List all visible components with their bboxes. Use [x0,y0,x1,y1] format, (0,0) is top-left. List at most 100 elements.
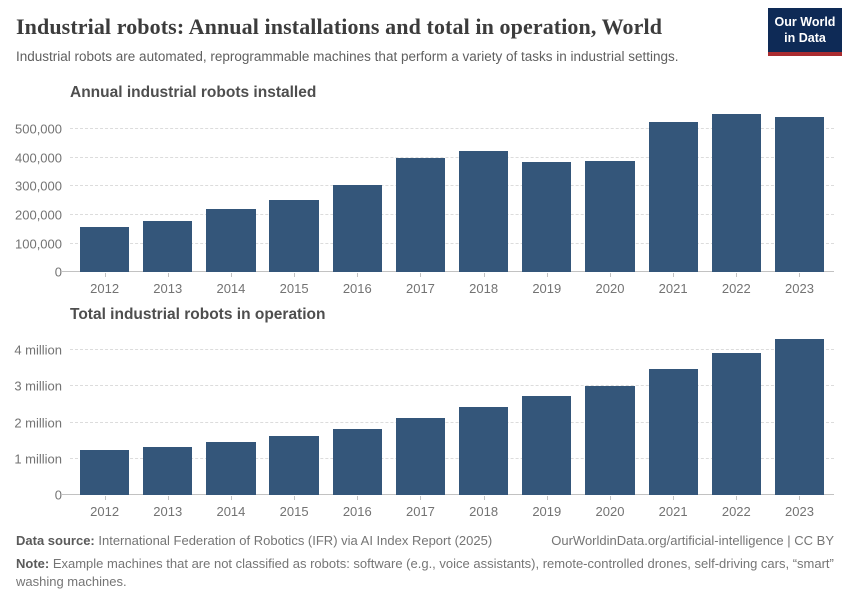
bar-2015[interactable] [269,435,319,496]
x-axis-line [62,494,834,496]
bar-slot-2014: 2014 [199,110,262,296]
bar-slot-2020: 2020 [578,332,641,519]
x-tick-label: 2012 [90,281,120,297]
bar-2015[interactable] [269,199,319,273]
data-source-label: Data source: [16,533,95,549]
x-tick [294,273,296,278]
bar-slot-2021: 2021 [642,110,705,296]
gridline [70,128,834,130]
bar-2013[interactable] [143,446,193,496]
x-tick-label: 2012 [90,504,120,520]
bar-2013[interactable] [143,221,193,273]
x-tick-label: 2019 [532,504,562,520]
x-tick-label: 2018 [469,504,499,520]
x-tick [609,273,611,278]
x-tick [799,496,801,501]
plot-area: 2012 2013 2014 2015 2016 2017 2018 2019 2020 2021… [62,110,834,296]
gridline [70,385,834,387]
gridline [70,242,834,244]
plot-area: 2012 2013 2014 2015 2016 2017 2018 2019 2020 2021… [62,332,834,519]
x-tick [673,273,675,278]
bar-2023[interactable] [774,117,825,273]
bar-2020[interactable] [585,385,635,496]
bar-2014[interactable] [206,441,256,496]
bar-slot-2015: 2015 [263,110,326,296]
bar-2017[interactable] [395,417,446,496]
chart-annual-installed: Annual industrial robots installed 0 100,… [15,84,834,302]
x-tick [230,273,232,278]
gridline [70,156,834,158]
gridline [70,348,834,350]
footer-source-line: Data source: International Federation of… [16,533,834,548]
x-tick-label: 2017 [405,281,435,297]
bar-2018[interactable] [458,406,509,496]
owid-url-link[interactable]: OurWorldinData.org/artificial-intelligen… [551,533,834,549]
x-tick-label: 2022 [721,504,751,520]
note-label: Note: [16,556,50,572]
x-tick [736,273,738,278]
bar-slot-2013: 2013 [136,110,199,296]
bar-2019[interactable] [522,396,572,496]
x-tick [104,273,106,278]
bar-slot-2017: 2017 [389,110,452,296]
bar-slot-2018: 2018 [452,110,515,296]
bar-slot-2017: 2017 [389,332,452,519]
x-tick-label: 2015 [279,281,309,297]
bar-2016[interactable] [332,185,382,273]
x-tick [420,273,422,278]
bar-2021[interactable] [648,121,698,273]
y-tick-label: 3 million [14,378,62,394]
x-tick-label: 2023 [785,504,814,520]
y-tick-label: 4 million [14,342,62,358]
owid-logo[interactable]: Our World in Data [768,8,842,57]
y-tick-label: 300,000 [15,178,62,194]
bar-slot-2016: 2016 [326,110,389,296]
page-title: Industrial robots: Annual installations … [16,14,663,39]
bar-2012[interactable] [79,226,130,273]
x-tick-label: 2014 [216,504,246,520]
bar-2021[interactable] [648,368,698,496]
bar-2022[interactable] [711,353,761,496]
x-tick [230,496,232,501]
x-tick-label: 2023 [785,281,814,297]
x-tick-label: 2021 [658,504,688,520]
bar-2014[interactable] [206,209,256,273]
x-tick-label: 2021 [658,281,688,297]
x-tick-label: 2022 [721,281,751,297]
bar-slot-2020: 2020 [578,110,641,296]
x-tick-label: 2014 [216,281,246,297]
bar-slot-2012: 2012 [73,110,136,296]
chart-annual-installed-title: Annual industrial robots installed [70,84,317,102]
bars-group: 2012 2013 2014 2015 2016 2017 2018 2019 2020 2021… [70,332,834,519]
y-tick-label: 100,000 [15,236,62,252]
gridline [70,214,834,216]
bar-slot-2015: 2015 [263,332,326,519]
bar-2023[interactable] [774,339,825,496]
bars-group: 2012 2013 2014 2015 2016 2017 2018 2019 2020 2021… [70,110,834,296]
bar-2016[interactable] [332,428,382,496]
chart-subtitle: Industrial robots are automated, reprogr… [16,49,679,65]
bar-2012[interactable] [79,450,130,496]
gridline [70,185,834,187]
bar-2022[interactable] [711,114,761,273]
bar-2017[interactable] [395,157,446,273]
bar-2019[interactable] [522,161,572,273]
x-tick [104,496,106,501]
x-tick-label: 2020 [595,504,625,520]
x-tick [673,496,675,501]
bar-2020[interactable] [585,160,635,273]
x-tick [546,496,548,501]
bar-slot-2023: 2023 [768,110,831,296]
bar-2018[interactable] [458,151,509,273]
x-tick-label: 2016 [342,504,372,520]
x-axis-line [62,271,834,273]
bar-slot-2016: 2016 [326,332,389,519]
bar-slot-2019: 2019 [515,110,578,296]
chart-footer: Data source: International Federation of… [16,533,834,590]
gridline [70,457,834,459]
x-tick [736,496,738,501]
x-tick [609,496,611,501]
chart-annual-installed-body: 0 100,000 200,000 300,000 400,000 500,000 201… [15,110,834,302]
chart-total-operation-body: 0 1 million 2 million 3 million 4 million 20… [14,332,834,525]
x-tick [483,273,485,278]
